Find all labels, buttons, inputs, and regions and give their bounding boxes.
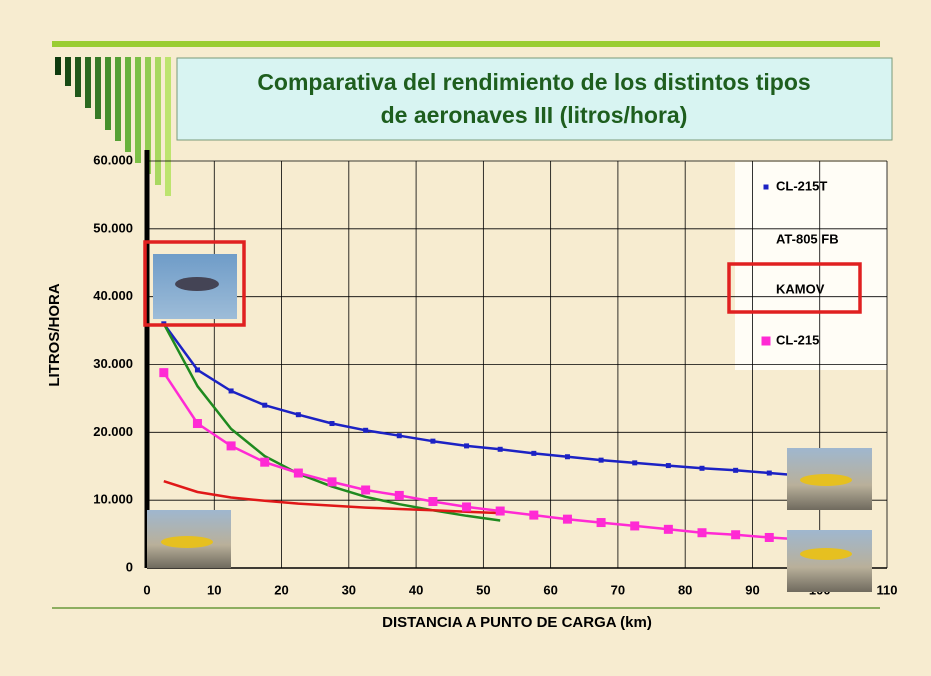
y-tick-label: 10.000: [93, 492, 133, 507]
data-point: [363, 427, 369, 433]
y-tick-label: 60.000: [93, 152, 133, 167]
top-bar: [52, 41, 880, 47]
decoration-bar: [95, 57, 101, 119]
data-point: [293, 468, 303, 478]
data-point: [697, 528, 707, 538]
data-point: [295, 412, 301, 418]
legend-label: KAMOV: [776, 281, 825, 296]
data-point: [562, 514, 572, 524]
legend-highlight: [727, 262, 862, 314]
data-point: [159, 368, 169, 378]
x-tick-label: 70: [611, 582, 625, 597]
chart-subtitle: de aeronaves III (litros/hora): [381, 102, 688, 128]
data-point: [699, 465, 705, 471]
x-tick-label: 110: [877, 582, 898, 597]
plane-shape: [161, 536, 213, 548]
data-point: [630, 521, 640, 531]
data-point: [531, 450, 537, 456]
data-point: [396, 433, 402, 439]
y-tick-label: 20.000: [93, 424, 133, 439]
decoration-bar: [55, 57, 61, 75]
data-point: [194, 367, 200, 373]
x-tick-label: 90: [745, 582, 759, 597]
x-tick-label: 40: [409, 582, 423, 597]
data-point: [663, 524, 673, 534]
legend-label: CL-215T: [776, 178, 827, 193]
legend-label: CL-215: [776, 332, 819, 347]
data-point: [598, 457, 604, 463]
data-point: [260, 457, 270, 467]
data-point: [632, 460, 638, 466]
x-tick-label: 50: [476, 582, 490, 597]
decoration-bar: [85, 57, 91, 108]
data-point: [665, 463, 671, 469]
data-point: [764, 532, 774, 542]
data-point: [495, 506, 505, 516]
decoration-bar: [165, 57, 171, 196]
series-line: [162, 371, 803, 541]
x-tick-label: 10: [207, 582, 221, 597]
legend-label: AT-805 FB: [776, 231, 839, 246]
x-tick-label: 30: [342, 582, 356, 597]
data-point: [596, 518, 606, 528]
data-point: [497, 446, 503, 452]
data-point: [329, 421, 335, 427]
plane-shape: [800, 474, 852, 486]
series-line: [163, 480, 501, 515]
data-point: [430, 438, 436, 444]
data-point: [462, 502, 472, 512]
series-line: [162, 323, 501, 522]
legend-marker: [763, 184, 769, 190]
data-point: [228, 388, 234, 394]
data-point: [428, 497, 438, 507]
data-point: [731, 530, 741, 540]
decoration-bar: [135, 57, 141, 163]
plane-shape: [800, 548, 852, 560]
x-axis-title: DISTANCIA A PUNTO DE CARGA (km): [382, 614, 652, 631]
data-point: [394, 490, 404, 500]
title-box: [176, 57, 893, 141]
decoration-bar: [145, 57, 151, 174]
decoration-bar: [155, 57, 161, 185]
data-point: [733, 467, 739, 473]
y-tick-label: 0: [126, 559, 133, 574]
data-point: [262, 402, 268, 408]
data-point: [766, 470, 772, 476]
data-point: [327, 477, 337, 487]
y-tick-label: 30.000: [93, 356, 133, 371]
decoration-bar: [115, 57, 121, 141]
plot: 0 10.000 20.000 30.000 40.000 50.000 60.000 0 10…: [93, 150, 897, 597]
decoration-bar: [65, 57, 71, 86]
legend-marker: [761, 336, 771, 346]
data-point: [464, 443, 470, 449]
y-tick-label: 50.000: [93, 220, 133, 235]
x-tick-label: 0: [143, 582, 150, 597]
decoration-bar: [105, 57, 111, 130]
data-point: [226, 441, 236, 451]
data-point: [564, 454, 570, 460]
highlight-box: [143, 240, 246, 327]
chart-title: Comparativa del rendimiento de los disti…: [257, 69, 810, 95]
decoration-bar: [125, 57, 131, 152]
x-tick-label: 20: [274, 582, 288, 597]
x-tick-label: 80: [678, 582, 692, 597]
decoration-bars: [55, 57, 171, 196]
x-tick-label: 60: [543, 582, 557, 597]
y-tick-label: 40.000: [93, 288, 133, 303]
data-point: [361, 485, 371, 495]
data-point: [192, 419, 202, 429]
plane-photo: [787, 530, 872, 592]
y-axis-title: LITROS/HORA: [46, 283, 63, 386]
data-point: [529, 510, 539, 520]
series-line: [162, 323, 804, 477]
helicopter-shape: [175, 277, 219, 291]
decoration-bar: [75, 57, 81, 97]
